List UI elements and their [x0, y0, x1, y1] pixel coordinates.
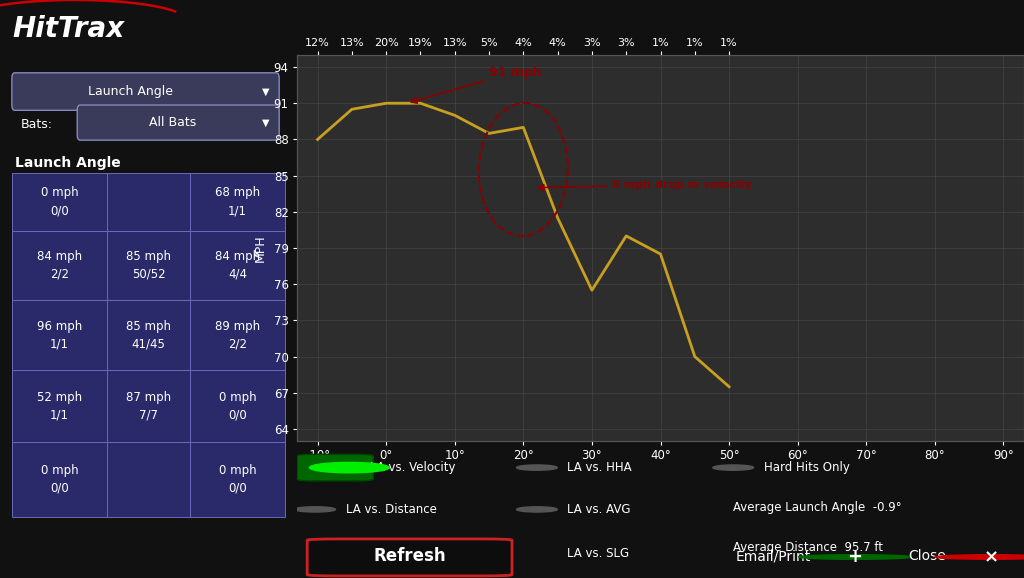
Bar	[190, 370, 285, 442]
Circle shape	[516, 550, 557, 556]
Text: +: +	[848, 548, 862, 566]
Circle shape	[799, 555, 911, 560]
Text: 0 mph
0/0: 0 mph 0/0	[219, 391, 256, 421]
Bar	[190, 301, 285, 370]
Circle shape	[713, 465, 754, 470]
Text: ▼: ▼	[262, 117, 269, 127]
Text: Bats:: Bats:	[20, 118, 53, 131]
Bar	[190, 442, 285, 517]
Circle shape	[935, 555, 1024, 560]
FancyBboxPatch shape	[297, 454, 374, 481]
Text: LA vs. SLG: LA vs. SLG	[567, 547, 630, 560]
Bar	[106, 370, 190, 442]
Text: 96 mph
1/1: 96 mph 1/1	[37, 320, 82, 351]
Circle shape	[295, 507, 336, 512]
Circle shape	[516, 507, 557, 512]
Text: 87 mph
7/7: 87 mph 7/7	[126, 391, 171, 421]
Text: Launch Angle: Launch Angle	[88, 85, 173, 98]
Text: 52 mph
1/1: 52 mph 1/1	[37, 391, 82, 421]
Text: All Bats: All Bats	[148, 116, 196, 129]
Text: Hard Hits Only: Hard Hits Only	[764, 461, 850, 474]
Text: ▼: ▼	[262, 87, 269, 97]
Bar	[12, 370, 106, 442]
Text: ×: ×	[984, 548, 998, 566]
Text: Launch Angle: Launch Angle	[15, 156, 121, 171]
Text: 6 mph drop in velocity: 6 mph drop in velocity	[539, 180, 753, 190]
Text: 0 mph
0/0: 0 mph 0/0	[41, 186, 78, 217]
Bar	[106, 231, 190, 301]
Text: 85 mph
50/52: 85 mph 50/52	[126, 250, 171, 281]
Bar	[12, 231, 106, 301]
FancyBboxPatch shape	[12, 73, 280, 110]
Text: 0 mph
0/0: 0 mph 0/0	[219, 464, 256, 495]
Bar	[190, 231, 285, 301]
Text: HitTrax: HitTrax	[12, 14, 124, 43]
Y-axis label: MPH: MPH	[254, 234, 266, 262]
Text: LA vs. HHA: LA vs. HHA	[567, 461, 632, 474]
Bar	[12, 301, 106, 370]
Text: 89 mph
2/2: 89 mph 2/2	[215, 320, 260, 351]
Bar	[106, 442, 190, 517]
Circle shape	[309, 462, 389, 473]
Bar	[106, 173, 190, 231]
Text: 11/8/2023 4:02 PM: 11/8/2023 4:02 PM	[89, 72, 208, 85]
Text: LA vs. AVG: LA vs. AVG	[567, 503, 631, 516]
Bar	[12, 173, 106, 231]
Bar	[12, 442, 106, 517]
Text: LA vs. Velocity: LA vs. Velocity	[370, 461, 456, 474]
Text: Average Launch Angle  -0.9°: Average Launch Angle -0.9°	[733, 501, 902, 514]
Text: 85 mph
41/45: 85 mph 41/45	[126, 320, 171, 351]
Text: 84 mph
2/2: 84 mph 2/2	[37, 250, 82, 281]
Text: Email/Print: Email/Print	[735, 549, 811, 563]
Text: 84 mph
4/4: 84 mph 4/4	[215, 250, 260, 281]
Text: Average Distance  95.7 ft: Average Distance 95.7 ft	[733, 541, 883, 554]
Circle shape	[516, 465, 557, 470]
Text: Refresh: Refresh	[374, 547, 445, 565]
Bar	[190, 173, 285, 231]
Text: Close: Close	[908, 549, 945, 563]
Text: 0 mph
0/0: 0 mph 0/0	[41, 464, 78, 495]
FancyBboxPatch shape	[77, 105, 280, 140]
FancyBboxPatch shape	[307, 539, 512, 576]
Text: LA vs. Distance: LA vs. Distance	[346, 503, 436, 516]
Bar	[106, 301, 190, 370]
Text: 91 mph: 91 mph	[412, 65, 542, 103]
Text: 68 mph
1/1: 68 mph 1/1	[215, 186, 260, 217]
